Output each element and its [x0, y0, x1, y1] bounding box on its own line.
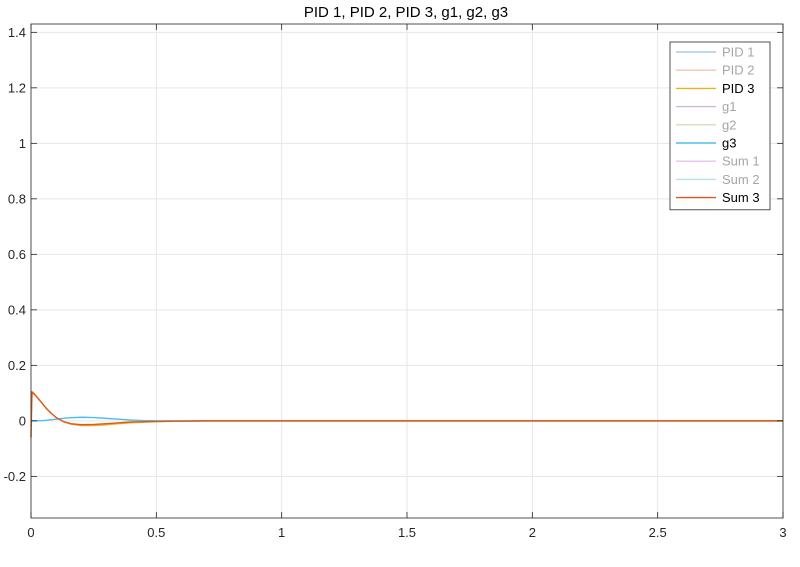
legend-entry-sum-1[interactable]: Sum 1: [722, 154, 760, 169]
legend-entry-sum-2[interactable]: Sum 2: [722, 172, 760, 187]
x-tick-label: 0: [27, 525, 34, 540]
axis-ticks: 0 0.5 1 1.5 2 2.5 3 -0.2 0 0.2 0.4 0.6 0.8 1 1.2 1.4: [4, 24, 787, 540]
legend-entry-sum-3[interactable]: Sum 3: [722, 190, 760, 205]
series-layer: [30, 391, 783, 438]
y-tick-label: 0.2: [8, 358, 26, 373]
legend-box: [669, 41, 771, 211]
y-tick-label: 0.8: [8, 191, 26, 206]
y-tick-label: -0.2: [4, 469, 26, 484]
x-tick-label: 1: [278, 525, 285, 540]
y-tick-label: 1: [19, 136, 26, 151]
y-tick-label: 0.6: [8, 247, 26, 262]
x-tick-label: 1.5: [398, 525, 416, 540]
legend-entry-pid-2[interactable]: PID 2: [722, 63, 755, 78]
x-tick-label: 2.5: [649, 525, 667, 540]
y-tick-label: 0.4: [8, 302, 26, 317]
x-tick-label: 3: [779, 525, 786, 540]
x-tick-label: 0.5: [147, 525, 165, 540]
y-tick-label: 1.2: [8, 80, 26, 95]
y-tick-label: 1.4: [8, 25, 26, 40]
legend-entry-g3[interactable]: g3: [722, 136, 736, 151]
legend-entry-pid-1[interactable]: PID 1: [722, 45, 755, 60]
series-line-sum-3: [30, 391, 783, 438]
legend-entry-g1[interactable]: g1: [722, 99, 736, 114]
legend-entry-pid-3[interactable]: PID 3: [722, 81, 755, 96]
x-tick-label: 2: [529, 525, 536, 540]
legend[interactable]: PID 1 PID 2 PID 3 g1 g2 g3 Sum 1 Sum 2 Sum 3: [669, 41, 771, 211]
legend-entry-g2[interactable]: g2: [722, 117, 736, 132]
chart-title: PID 1, PID 2, PID 3, g1, g2, g3: [304, 4, 508, 21]
y-tick-label: 0: [19, 413, 26, 428]
